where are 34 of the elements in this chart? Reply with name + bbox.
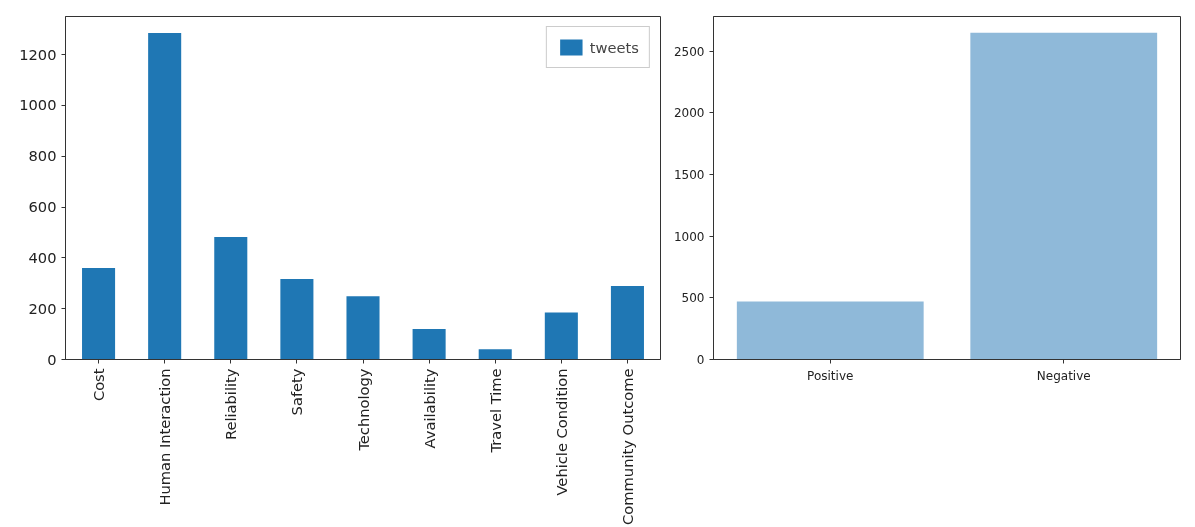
x-tick-label: Positive xyxy=(807,368,854,383)
y-tick-label: 400 xyxy=(28,248,57,266)
bar xyxy=(214,237,248,360)
bar xyxy=(412,329,446,360)
x-tick-label: Negative xyxy=(1036,368,1091,383)
bar xyxy=(346,296,380,360)
y-tick-label: 2500 xyxy=(673,44,705,59)
x-tick-label: Availability xyxy=(420,368,438,449)
x-tick-label: Community Outcome xyxy=(618,368,636,525)
x-tick-label: Reliability xyxy=(222,368,240,441)
x-tick-label: Travel Time xyxy=(486,368,504,454)
y-tick-label: 0 xyxy=(47,350,57,368)
bar xyxy=(544,312,578,360)
y-tick-label: 1000 xyxy=(673,229,705,244)
y-tick-label: 200 xyxy=(28,299,57,317)
x-tick-label: Vehicle Condition xyxy=(552,368,570,496)
y-tick-label: 600 xyxy=(28,198,57,216)
bar xyxy=(280,278,314,360)
y-tick-label: 1200 xyxy=(19,45,57,63)
bar xyxy=(610,286,644,360)
x-tick-label: Technology xyxy=(354,368,372,452)
x-tick-label: Cost xyxy=(90,368,108,402)
y-tick-label: 1500 xyxy=(673,167,705,182)
bar xyxy=(478,349,512,360)
bar xyxy=(82,268,116,360)
bar xyxy=(148,33,182,360)
x-tick-label: Human Interaction xyxy=(156,368,174,506)
y-tick-label: 500 xyxy=(681,291,705,306)
y-tick-label: 2000 xyxy=(673,106,705,121)
legend-label: tweets xyxy=(589,38,639,56)
y-tick-label: 1000 xyxy=(19,96,57,114)
x-tick-label: Safety xyxy=(288,368,306,416)
y-tick-label: 0 xyxy=(696,353,705,367)
y-tick-label: 800 xyxy=(28,147,57,165)
